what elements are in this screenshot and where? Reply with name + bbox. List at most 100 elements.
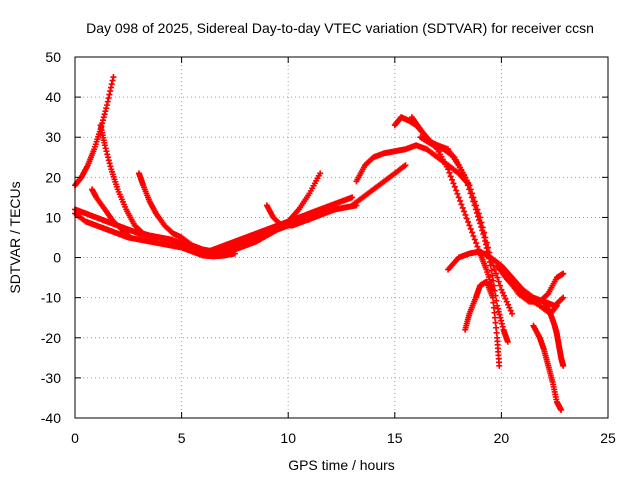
- data-point: [487, 262, 494, 269]
- data-point: [491, 266, 498, 273]
- data-point: [464, 182, 471, 189]
- data-point: [490, 299, 497, 306]
- data-point: [560, 362, 567, 369]
- data-point: [451, 183, 458, 190]
- data-point: [477, 220, 484, 227]
- data-point: [488, 267, 495, 274]
- data-points: [72, 74, 567, 413]
- plot-frame: [74, 56, 609, 419]
- data-point: [503, 298, 510, 305]
- data-point: [446, 169, 453, 176]
- data-point: [506, 304, 513, 311]
- data-point: [450, 180, 457, 187]
- series-arc-5: [89, 186, 134, 241]
- data-point: [470, 232, 477, 239]
- data-point: [501, 292, 508, 299]
- y-tick-label: 30: [45, 129, 61, 145]
- data-point: [491, 287, 498, 294]
- data-point: [474, 243, 481, 250]
- x-tick-label: 5: [178, 430, 186, 446]
- data-point: [497, 282, 504, 289]
- data-point: [496, 362, 503, 369]
- data-point: [499, 289, 506, 296]
- y-tick-label: -30: [41, 370, 61, 386]
- data-point: [402, 162, 409, 169]
- data-point: [560, 270, 567, 277]
- data-point: [502, 295, 509, 302]
- data-point: [471, 202, 478, 209]
- y-tick-label: -40: [41, 410, 61, 426]
- data-point: [509, 310, 516, 317]
- data-point: [558, 406, 565, 413]
- data-point: [472, 206, 479, 213]
- data-point: [479, 227, 486, 234]
- data-point: [493, 324, 500, 331]
- data-point: [473, 209, 480, 216]
- data-point: [505, 301, 512, 308]
- data-point: [491, 309, 498, 316]
- data-point: [560, 294, 567, 301]
- data-point: [476, 216, 483, 223]
- data-point: [478, 223, 485, 230]
- data-point: [490, 282, 497, 289]
- data-point: [457, 197, 464, 204]
- data-point: [467, 190, 474, 197]
- data-point: [496, 311, 503, 318]
- data-point: [462, 211, 469, 218]
- data-point: [504, 338, 511, 345]
- y-tick-label: 20: [45, 169, 61, 185]
- data-point: [449, 176, 456, 183]
- data-point: [471, 236, 478, 243]
- series-arc-21: [494, 262, 560, 317]
- data-point: [494, 274, 501, 281]
- data-point: [492, 314, 499, 321]
- x-tick-label: 25: [600, 430, 616, 446]
- data-point: [489, 294, 496, 301]
- data-point: [153, 234, 160, 241]
- data-point: [469, 229, 476, 236]
- series-arc-11: [349, 162, 409, 209]
- data-point: [447, 173, 454, 180]
- data-point: [127, 234, 134, 241]
- y-tick-label: 40: [45, 89, 61, 105]
- data-point: [493, 270, 500, 277]
- data-point: [317, 170, 324, 177]
- data-point: [126, 233, 133, 240]
- data-point: [466, 222, 473, 229]
- data-point: [468, 194, 475, 201]
- data-point: [458, 201, 465, 208]
- data-point: [495, 278, 502, 285]
- y-tick-label: 10: [45, 209, 61, 225]
- data-point: [462, 174, 469, 181]
- series-arc-19: [530, 322, 565, 413]
- y-tick-label: -10: [41, 290, 61, 306]
- data-point: [474, 213, 481, 220]
- data-point: [490, 304, 497, 311]
- x-tick-label: 0: [71, 430, 79, 446]
- data-point: [463, 178, 470, 185]
- data-point: [559, 295, 566, 302]
- data-point: [507, 307, 514, 314]
- data-point: [455, 194, 462, 201]
- data-point: [473, 240, 480, 247]
- data-point: [544, 291, 551, 298]
- data-point: [461, 208, 468, 215]
- data-point: [490, 277, 497, 284]
- series-arc-13: [391, 114, 496, 293]
- series-arc-4: [97, 122, 160, 241]
- y-tick-label: 50: [45, 49, 61, 65]
- series-arc-12: [353, 142, 473, 189]
- x-tick-label: 20: [494, 430, 510, 446]
- data-point: [489, 272, 496, 279]
- series-arc-15: [417, 134, 511, 345]
- x-tick-label: 10: [280, 430, 296, 446]
- x-tick-label: 15: [387, 430, 403, 446]
- data-point: [467, 225, 474, 232]
- series-arc-10: [263, 202, 360, 229]
- data-point: [480, 230, 487, 237]
- data-point: [553, 302, 560, 309]
- series-arc-3: [72, 210, 238, 260]
- series-arc-8: [199, 194, 356, 257]
- data-point: [459, 204, 466, 211]
